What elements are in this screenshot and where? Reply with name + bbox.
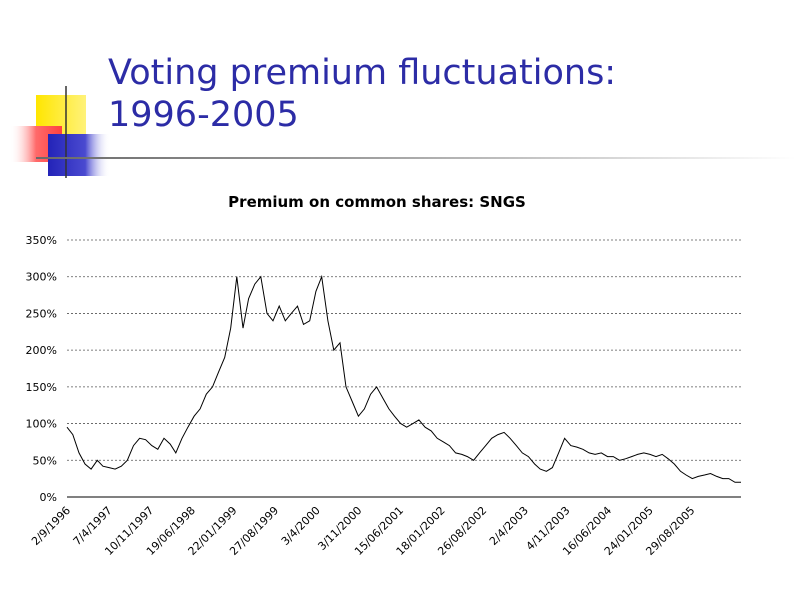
slide-title: Voting premium fluctuations: 1996-2005 <box>108 52 616 136</box>
blue-square <box>48 134 110 176</box>
y-tick-label: 250% <box>26 307 57 320</box>
slide-title-line-2: 1996-2005 <box>108 95 299 135</box>
chart-gridlines <box>67 239 741 461</box>
y-tick-label: 300% <box>26 271 57 284</box>
slide-corner-decoration <box>10 86 110 178</box>
title-divider <box>36 157 796 159</box>
x-tick-label: 3/4/2000 <box>279 504 323 548</box>
series-line-premium <box>66 274 741 483</box>
y-tick-label: 0% <box>40 491 57 504</box>
x-tick-label: 2/9/1996 <box>29 504 73 548</box>
x-tick-label: 7/4/1997 <box>71 504 115 548</box>
x-axis-ticks: 2/9/19967/4/199710/11/199719/06/199822/0… <box>29 504 698 558</box>
y-tick-label: 150% <box>26 381 57 394</box>
y-tick-label: 200% <box>26 344 57 357</box>
slide-title-line-1: Voting premium fluctuations: <box>108 53 617 93</box>
chart-title: Premium on common shares: SNGS <box>228 193 526 211</box>
y-tick-label: 100% <box>26 418 57 431</box>
y-axis-ticks: 0% 50% 100% 150% 200% 250% 300% 350% <box>26 234 57 504</box>
x-tick-label: 2/4/2003 <box>487 504 531 548</box>
y-tick-label: 50% <box>33 454 57 467</box>
y-tick-label: 350% <box>26 234 57 247</box>
